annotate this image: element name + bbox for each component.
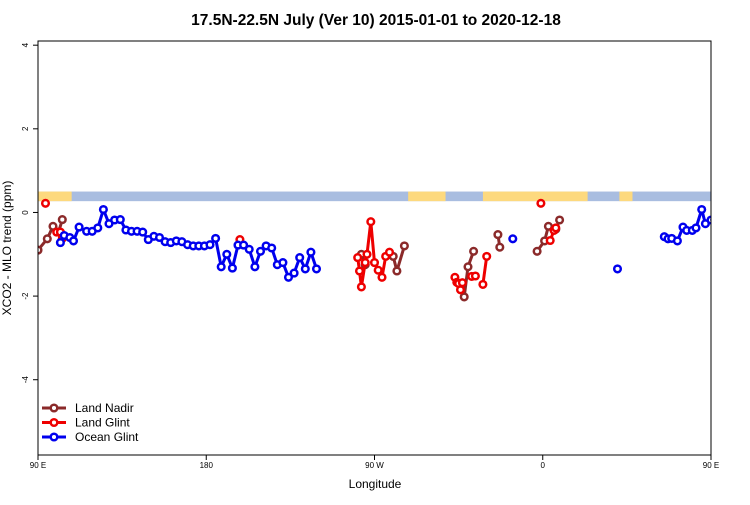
land-glint-point <box>358 284 365 291</box>
ocean-glint-point <box>212 235 219 242</box>
x-tick-label: 90 E <box>30 461 46 470</box>
ocean-glint-point <box>246 246 253 253</box>
ocean-glint-point <box>717 227 724 234</box>
ocean-glint-point <box>614 266 621 273</box>
ocean-glint-point <box>70 238 77 245</box>
land-glint-point <box>368 218 375 225</box>
y-axis-label: XCO2 - MLO trend (ppm) <box>0 181 14 316</box>
ocean-glint-point <box>252 264 259 271</box>
land-nadir-point <box>497 244 504 251</box>
ocean-glint-point <box>268 245 275 252</box>
land-band <box>483 192 588 202</box>
ocean-glint-point <box>693 225 700 232</box>
land-band <box>722 192 748 202</box>
ocean-glint-point <box>224 251 231 258</box>
legend-item-land-nadir: Land Nadir <box>42 401 134 415</box>
x-axis: 90 E 180 90 W 0 90 E <box>30 455 719 470</box>
land-glint-point <box>457 287 464 294</box>
legend-marker <box>51 434 58 441</box>
ocean-glint-point <box>139 229 146 236</box>
ocean-glint-point <box>711 216 718 223</box>
ocean-glint-point <box>510 236 517 243</box>
series-land-glint <box>42 200 559 293</box>
x-tick-label: 90 E <box>703 461 719 470</box>
legend-label: Land Glint <box>75 416 130 430</box>
land-glint-point <box>459 279 466 286</box>
land-glint-point <box>354 254 361 261</box>
land-nadir-point <box>465 264 472 271</box>
land-glint-point <box>472 273 479 280</box>
land-nadir-point <box>556 217 563 224</box>
ocean-glint-point <box>723 228 730 235</box>
y-tick-label: -4 <box>21 376 30 384</box>
land-band <box>408 192 445 202</box>
y-tick-label: 4 <box>21 42 30 47</box>
legend-label: Land Nadir <box>75 401 134 415</box>
ocean-glint-point <box>57 239 64 246</box>
y-tick-label: 0 <box>21 210 30 215</box>
ocean-glint-point <box>100 206 107 213</box>
legend-marker <box>51 405 58 412</box>
land-glint-point <box>386 249 393 256</box>
legend-label: Ocean Glint <box>75 430 139 444</box>
land-glint-point <box>356 268 363 275</box>
x-axis-label: Longitude <box>349 477 402 491</box>
legend-item-ocean-glint: Ocean Glint <box>42 430 139 444</box>
x-tick-label: 0 <box>541 461 546 470</box>
chart-title: 17.5N-22.5N July (Ver 10) 2015-01-01 to … <box>191 12 561 29</box>
land-glint-point <box>483 253 490 260</box>
land-nadir-point <box>495 231 502 238</box>
ocean-glint-point <box>95 225 102 232</box>
y-tick-label: -2 <box>21 292 30 300</box>
ocean-glint-point <box>76 224 83 231</box>
legend-item-land-glint: Land Glint <box>42 416 130 430</box>
land-nadir-point <box>470 248 477 255</box>
ocean-glint-point <box>117 216 124 223</box>
land-glint-point <box>553 225 560 232</box>
land-nadir-point <box>401 243 408 250</box>
land-band <box>619 192 632 202</box>
land-glint-point <box>362 259 369 266</box>
legend-marker <box>51 419 58 426</box>
y-axis: 4 2 0 -2 -4 <box>21 42 38 383</box>
ocean-glint-point <box>218 264 225 271</box>
ocean-glint-point <box>313 266 320 273</box>
land-nadir-point <box>534 248 541 255</box>
ocean-glint-point <box>296 254 303 261</box>
land-glint-point <box>42 200 49 207</box>
ocean-glint-point <box>302 266 309 273</box>
x-tick-label: 180 <box>200 461 214 470</box>
ocean-glint-point <box>674 238 681 245</box>
land-glint-point <box>371 259 378 266</box>
ocean-glint-point <box>280 259 287 266</box>
x-tick-label: 90 W <box>365 461 384 470</box>
land-glint-point <box>480 281 487 288</box>
y-tick-label: 2 <box>21 126 30 131</box>
land-glint-point <box>538 200 545 207</box>
series-layer <box>35 200 735 300</box>
ocean-glint-point <box>308 249 315 256</box>
ocean-glint-point <box>207 241 214 248</box>
ocean-glint-point <box>291 270 298 277</box>
ocean-glint-point <box>698 206 705 213</box>
land-glint-point <box>547 237 554 244</box>
land-glint-point <box>379 274 386 281</box>
ocean-band <box>38 192 711 202</box>
land-glint-point <box>364 251 371 258</box>
land-nadir-point <box>59 216 66 223</box>
land-nadir-point <box>461 294 468 301</box>
land-ocean-strip <box>38 192 748 202</box>
land-nadir-point <box>44 236 51 243</box>
land-nadir-point <box>394 268 401 275</box>
ocean-glint-point <box>728 228 735 235</box>
ocean-glint-point <box>229 265 236 272</box>
land-glint-point <box>375 267 382 274</box>
